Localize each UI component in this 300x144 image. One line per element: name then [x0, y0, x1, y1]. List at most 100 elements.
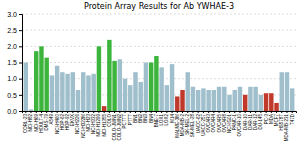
- grid-line: [22, 14, 296, 15]
- bar: [118, 59, 122, 111]
- x-tick-mark: [51, 111, 52, 113]
- x-tick-mark: [57, 111, 58, 113]
- x-tick-mark: [78, 111, 79, 113]
- x-tick-mark: [83, 111, 84, 113]
- y-tick: 2.0: [7, 43, 22, 50]
- x-tick-mark: [187, 111, 188, 113]
- x-tick-mark: [239, 111, 240, 113]
- bar: [264, 93, 268, 111]
- bar: [112, 61, 116, 111]
- bar: [159, 67, 163, 111]
- bar: [86, 75, 90, 111]
- bar: [55, 66, 59, 111]
- bar: [227, 95, 231, 111]
- x-tick-mark: [67, 111, 68, 113]
- y-tick: 0.0: [7, 108, 22, 115]
- bar: [34, 51, 38, 111]
- bar: [154, 56, 158, 111]
- x-tick-mark: [276, 111, 277, 113]
- x-tick-mark: [292, 111, 293, 113]
- grid-line: [22, 62, 296, 63]
- y-tick-label: 1.5: [7, 59, 17, 66]
- x-tick-mark: [177, 111, 178, 113]
- bar: [180, 90, 184, 111]
- bar: [97, 46, 101, 111]
- x-tick-mark: [166, 111, 167, 113]
- x-tick: T47D: [290, 111, 295, 125]
- x-tick-mark: [156, 111, 157, 113]
- y-tick: 1.5: [7, 59, 22, 66]
- x-tick-mark: [161, 111, 162, 113]
- x-tick-mark: [140, 111, 141, 113]
- y-axis: 0.0 0.5 1.0 1.5 2.0 2.5 3.0: [7, 11, 22, 115]
- bar: [65, 74, 69, 111]
- bar: [170, 64, 174, 111]
- plot: 0.0 0.5 1.0 1.5 2.0 2.5 3.0 CORL-23NCI-H82NCI-H…: [7, 11, 296, 142]
- x-tick-mark: [72, 111, 73, 113]
- bar: [102, 106, 106, 111]
- bar: [269, 93, 273, 111]
- y-tick-label: 0.0: [7, 108, 17, 115]
- bar: [81, 72, 85, 111]
- x-tick-mark: [203, 111, 204, 113]
- bar: [29, 109, 33, 111]
- x-tick-mark: [25, 111, 26, 113]
- x-axis: CORL-23NCI-H82NCI-H69HOULT-4DMS-79A549NC…: [23, 111, 297, 141]
- bar: [201, 88, 205, 111]
- bar: [107, 40, 111, 111]
- x-tick-mark: [41, 111, 42, 113]
- title: Protein Array Results for Ab YWHAE-3: [84, 2, 234, 11]
- y-tick: 0.5: [7, 92, 22, 99]
- bar: [222, 87, 226, 111]
- bar: [253, 87, 257, 111]
- x-tick-mark: [172, 111, 173, 113]
- x-tick-mark: [266, 111, 267, 113]
- x-tick-mark: [208, 111, 209, 113]
- y-tick-mark: [19, 79, 22, 80]
- x-tick-mark: [130, 111, 131, 113]
- y-tick-mark: [19, 14, 22, 15]
- y-tick-label: 2.5: [7, 27, 17, 34]
- y-tick: 3.0: [7, 11, 22, 18]
- x-tick-mark: [213, 111, 214, 113]
- x-tick-mark: [229, 111, 230, 113]
- bar: [60, 72, 64, 111]
- grid-line: [22, 30, 296, 31]
- bar: [243, 95, 247, 111]
- bars: [24, 40, 295, 111]
- x-tick-mark: [281, 111, 282, 113]
- chart: 0.0 0.5 1.0 1.5 2.0 2.5 3.0 CORL-23NCI-H82NCI-H…: [0, 0, 300, 144]
- x-tick-mark: [109, 111, 110, 113]
- x-tick-mark: [135, 111, 136, 113]
- bar: [217, 87, 221, 111]
- y-axis-line: [19, 15, 23, 112]
- x-tick-mark: [255, 111, 256, 113]
- x-tick-mark: [192, 111, 193, 113]
- x-tick-mark: [62, 111, 63, 113]
- bar: [259, 95, 263, 111]
- x-tick-mark: [219, 111, 220, 113]
- y-tick: 1.0: [7, 75, 22, 82]
- y-tick-label: 3.0: [7, 11, 17, 18]
- x-tick-mark: [182, 111, 183, 113]
- grid-line: [22, 46, 296, 47]
- x-tick-mark: [114, 111, 115, 113]
- y-tick-label: 0.5: [7, 92, 17, 99]
- x-tick-mark: [151, 111, 152, 113]
- bar: [91, 74, 95, 111]
- bar: [123, 79, 127, 111]
- x-tick-mark: [46, 111, 47, 113]
- bar: [39, 46, 43, 111]
- x-tick-mark: [271, 111, 272, 113]
- bar: [149, 63, 153, 112]
- y-tick-mark: [19, 30, 22, 31]
- bar: [50, 75, 54, 111]
- x-tick-mark: [198, 111, 199, 113]
- y-tick-mark: [19, 95, 22, 96]
- x-tick-mark: [260, 111, 261, 113]
- bar: [44, 58, 48, 111]
- bar: [290, 88, 294, 111]
- x-axis-line: [23, 112, 297, 114]
- bar: [24, 63, 28, 112]
- bar: [233, 90, 237, 111]
